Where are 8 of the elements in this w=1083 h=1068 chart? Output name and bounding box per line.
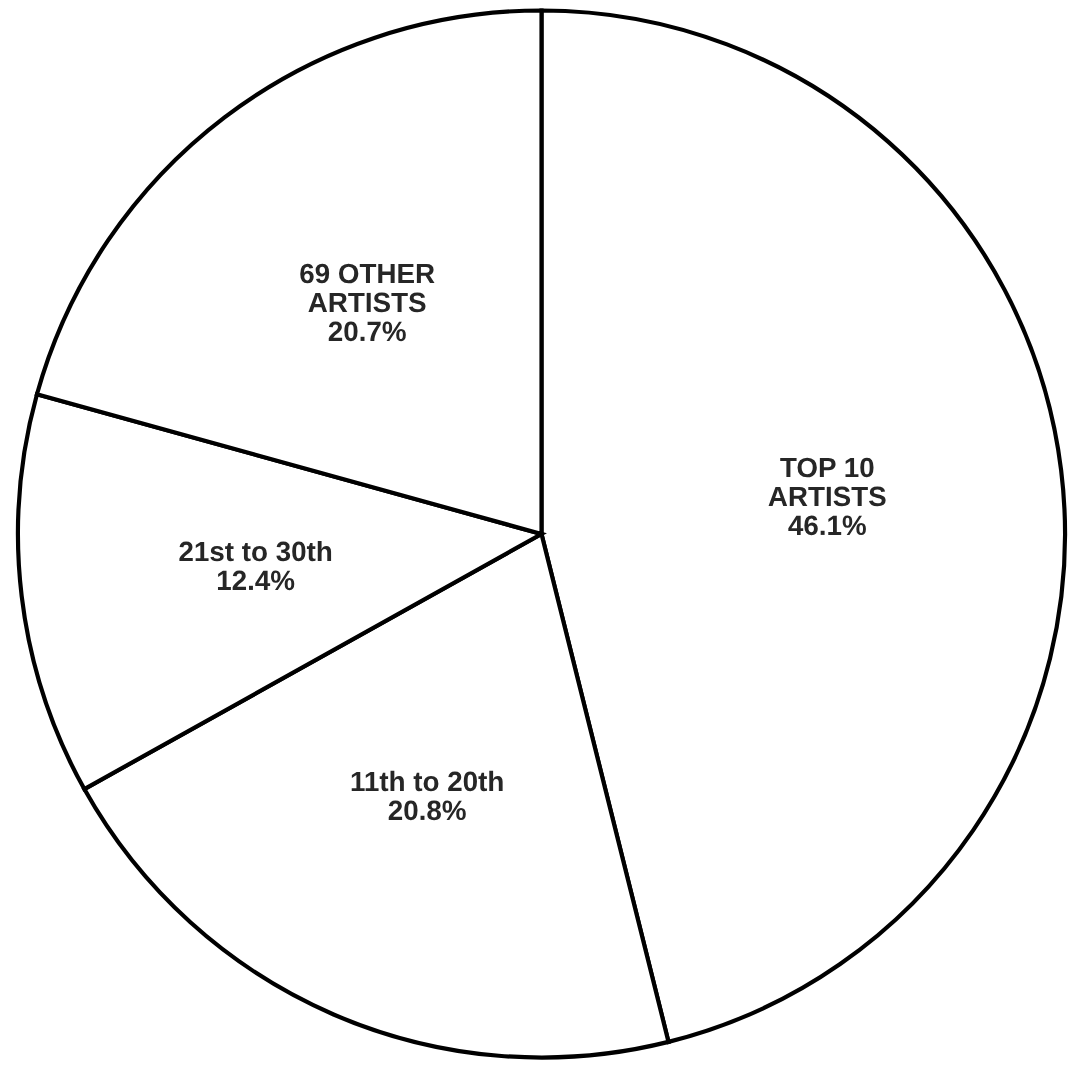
slice-label: 69 OTHER ARTISTS [300,263,435,313]
slice-label: 11th to 20th [351,770,503,792]
data-label: 46.1% [788,515,866,536]
slice-label: TOP 10 ARTISTS [768,457,886,507]
data-label: 20.8% [388,800,466,821]
slice-label: 21st to 30th [179,540,332,562]
data-label: 20.7% [328,321,406,342]
data-label: 12.4% [217,570,295,591]
